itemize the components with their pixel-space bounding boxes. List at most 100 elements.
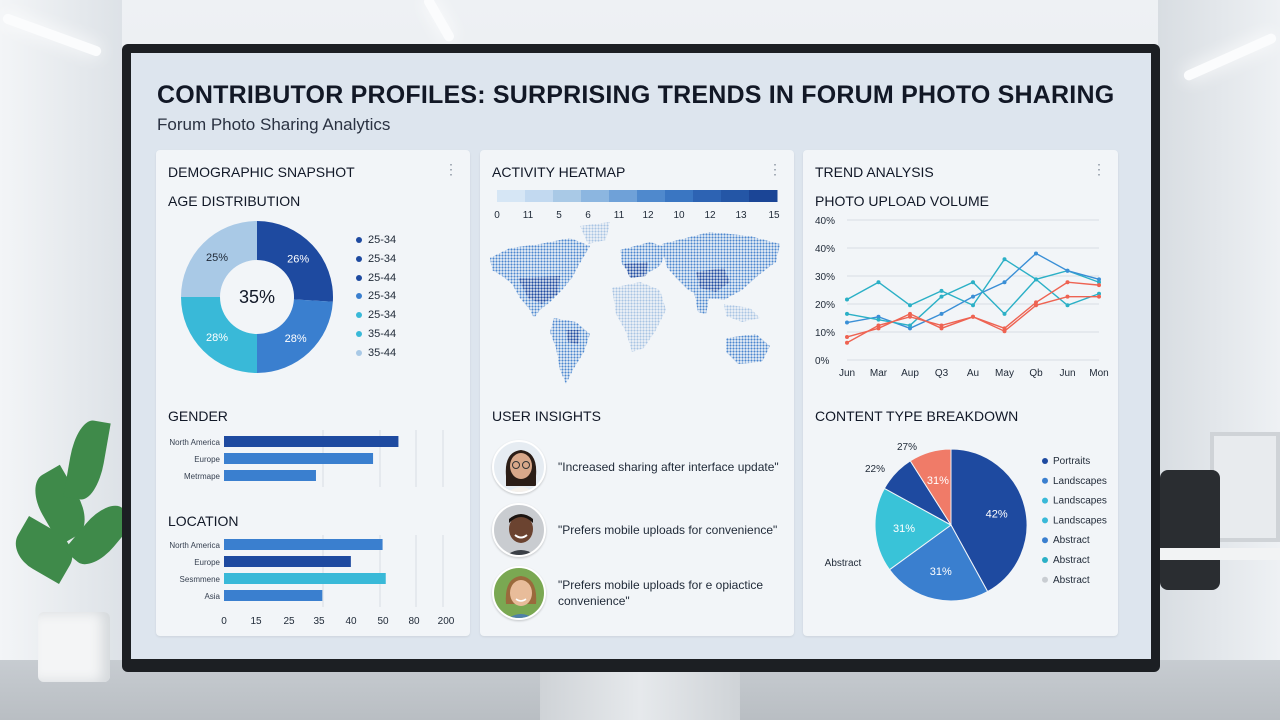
photo-upload-line-chart: 0% 10% 20% 30% 40% 40% Jun Mar Aup Q3 Au May Qb Jun Mo… <box>815 216 1109 379</box>
office-chair <box>1160 470 1220 590</box>
location-bar-chart: North America Europe Sesmmene Asia 0 15 25 35 40… <box>169 535 455 627</box>
content-slice <box>874 487 952 571</box>
gender-category-label: Metrmape <box>184 472 221 481</box>
series-point <box>908 303 912 308</box>
series-point <box>876 317 881 322</box>
series-point <box>1065 303 1070 308</box>
series-point <box>971 294 975 299</box>
map-us-hotspot <box>518 276 560 304</box>
content-slice-label: 31% <box>893 523 915 535</box>
location-bar <box>224 539 383 550</box>
content-outside-label: 27% <box>897 442 917 453</box>
x-tick-label: Au <box>967 368 979 379</box>
heatmap-scale-cell <box>525 190 554 202</box>
demographic-panel: DEMOGRAPHIC SNAPSHOT ⋮ AGE DISTRIBUTION … <box>156 150 470 636</box>
content-type-pie-chart: 42%31%31%31%27%22%Abstract30%PortraitsLa… <box>825 442 1107 602</box>
y-tick-label: 10% <box>815 328 835 339</box>
heatmap-scale-label: 6 <box>585 210 591 221</box>
gender-bar-chart: North America Europe Metrmape <box>169 430 444 487</box>
content-outside-label: 22% <box>865 464 885 475</box>
y-tick-label: 20% <box>815 300 835 311</box>
series-point <box>1034 277 1038 282</box>
location-x-tick: 25 <box>283 616 295 627</box>
series-point <box>939 294 944 299</box>
legend-dot-icon <box>356 331 362 337</box>
age-slice <box>181 297 257 373</box>
gender-bar <box>224 453 374 464</box>
location-x-tick: 200 <box>438 616 455 627</box>
series-point <box>845 334 849 339</box>
map-southeast-asia <box>724 304 760 322</box>
map-brazil-hotspot <box>566 330 580 344</box>
gender-bar <box>224 470 316 481</box>
x-tick-label: Jun <box>1059 368 1075 379</box>
heatmap-scale-cell <box>721 190 750 202</box>
heatmap-scale-cell <box>609 190 638 202</box>
series-point <box>1097 294 1101 299</box>
age-slice-label: 28% <box>285 333 307 345</box>
series-point <box>1002 329 1007 334</box>
gender-bar <box>224 436 399 447</box>
more-vertical-icon[interactable]: ⋮ <box>444 161 458 177</box>
series-point <box>1034 300 1038 305</box>
map-australia <box>726 334 770 364</box>
location-x-tick: 50 <box>377 616 389 627</box>
legend-dot-icon <box>1042 537 1048 544</box>
location-category-label: Asia <box>204 592 220 601</box>
location-x-tick: 15 <box>250 616 262 627</box>
heatmap-scale-label: 15 <box>768 210 780 221</box>
age-legend-item: 25-34 <box>356 309 396 321</box>
series-line <box>846 281 1100 344</box>
legend-dot-icon <box>356 349 362 356</box>
x-tick-label: Aup <box>901 368 919 379</box>
insight-item: "Prefers mobile uploads for e opiactice … <box>492 566 788 620</box>
location-x-tick: 35 <box>313 616 325 627</box>
insight-item: "Prefers mobile uploads for convenience" <box>492 503 788 557</box>
page-title: CONTRIBUTOR PROFILES: SURPRISING TRENDS … <box>157 81 1115 109</box>
insight-quote: "Prefers mobile uploads for convenience" <box>558 522 778 537</box>
age-slice-label: 28% <box>206 332 228 344</box>
woman-outdoors-avatar <box>492 566 546 620</box>
smiling-man-avatar <box>492 503 546 557</box>
x-tick-label: May <box>995 368 1014 379</box>
x-tick-label: Jun <box>839 368 855 379</box>
y-tick-label: 40% <box>815 244 835 255</box>
heatmap-color-scale: 0 11 5 6 11 12 10 12 13 15 <box>494 190 780 221</box>
heatmap-scale-cell <box>553 190 582 202</box>
series-point <box>1065 294 1070 299</box>
map-south-america <box>550 318 590 384</box>
legend-dot-icon <box>1042 557 1048 563</box>
content-slice-label: 31% <box>927 475 949 487</box>
age-legend-item: 25-34 <box>356 290 396 302</box>
heatmap-scale-label: 12 <box>642 210 654 221</box>
heatmap-scale-cell <box>749 190 778 202</box>
series-point <box>908 314 912 319</box>
content-legend-label: Landscapes <box>1053 496 1107 507</box>
age-legend-item: 25-34 <box>356 234 396 246</box>
series-point <box>845 311 849 316</box>
age-legend-item: 35-44 <box>356 347 396 359</box>
series-point <box>845 297 849 302</box>
trend-panel: TREND ANALYSIS ⋮ PHOTO UPLOAD VOLUME 0% 1… <box>803 150 1118 636</box>
content-slice <box>909 448 952 527</box>
content-legend-label: Portraits <box>1053 456 1090 467</box>
x-tick-label: Mon <box>1089 368 1108 379</box>
page-subtitle: Forum Photo Sharing Analytics <box>157 115 391 134</box>
age-legend-label: 25-44 <box>368 271 397 284</box>
map-greenland <box>580 222 610 244</box>
age-legend-label: 25-34 <box>368 252 397 265</box>
legend-dot-icon <box>1042 517 1048 524</box>
series-point <box>971 303 975 308</box>
upload-section-title: PHOTO UPLOAD VOLUME <box>815 193 990 209</box>
more-vertical-icon[interactable]: ⋮ <box>1092 161 1106 177</box>
age-legend-label: 35-44 <box>368 346 397 359</box>
insight-quote: "Prefers mobile uploads for e opiactice … <box>558 577 764 608</box>
series-point <box>845 340 849 345</box>
location-category-label: North America <box>169 541 220 550</box>
legend-dot-icon <box>1042 458 1048 464</box>
more-vertical-icon[interactable]: ⋮ <box>768 161 782 177</box>
content-legend-label: Landscapes <box>1053 515 1107 526</box>
monitor-stand <box>540 668 740 720</box>
age-legend-label: 35-44 <box>368 328 397 340</box>
series-point <box>971 314 975 319</box>
